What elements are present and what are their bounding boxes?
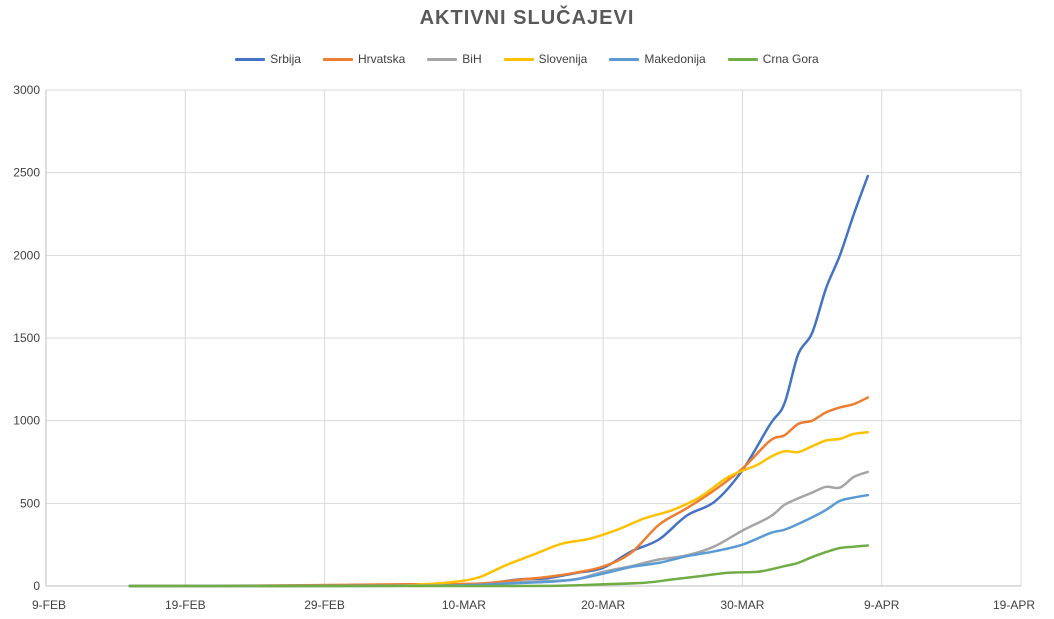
legend-item: BiH	[427, 52, 482, 66]
x-tick-label: 19-APR	[993, 598, 1035, 612]
legend-swatch	[427, 57, 458, 61]
series-line-slovenija	[128, 430, 870, 588]
y-tick-label: 2000	[13, 248, 40, 262]
axes: 0 500 1000 1500 2000 2500 3000 9-FEB 19-FEB 29-FE…	[13, 83, 1035, 612]
legend-swatch	[609, 57, 640, 61]
x-tick-label: 30-MAR	[720, 598, 764, 612]
x-tick-label: 19-FEB	[165, 598, 206, 612]
legend-item: Slovenija	[503, 52, 588, 66]
legend-label: BiH	[462, 52, 482, 66]
y-tick-label: 3000	[13, 83, 40, 97]
legend-label: Slovenija	[538, 52, 588, 66]
y-tick-label: 1500	[13, 331, 40, 345]
x-tick-label: 29-FEB	[304, 598, 345, 612]
series-line-hrvatska	[128, 396, 870, 588]
gridlines	[46, 89, 1022, 586]
legend-swatch	[503, 57, 534, 61]
legend-swatch	[322, 57, 353, 61]
data-series	[128, 174, 870, 588]
y-tick-label: 1000	[13, 414, 40, 428]
legend-swatch	[235, 57, 266, 61]
legend-label: Crna Gora	[762, 52, 819, 66]
legend-label: Makedonija	[644, 52, 706, 66]
legend-item: Hrvatska	[322, 52, 406, 66]
x-tick-label: 9-FEB	[32, 598, 66, 612]
chart-title: AKTIVNI SLUČAJEVI	[419, 7, 635, 29]
series-line-crna-gora	[128, 544, 870, 588]
legend-label: Srbija	[270, 52, 301, 66]
legend-label: Hrvatska	[357, 52, 406, 66]
chart-legend: Srbija Hrvatska BiH Slovenija Makedonija Crna…	[0, 52, 1054, 66]
legend-item: Crna Gora	[727, 52, 819, 66]
x-tick-label: 20-MAR	[581, 598, 625, 612]
y-tick-label: 0	[33, 579, 40, 593]
legend-swatch	[727, 57, 758, 61]
x-tick-label: 9-APR	[864, 598, 900, 612]
x-tick-label: 10-MAR	[442, 598, 486, 612]
y-tick-label: 2500	[13, 166, 40, 180]
legend-item: Srbija	[235, 52, 301, 66]
legend-item: Makedonija	[609, 52, 706, 66]
y-tick-label: 500	[20, 496, 40, 510]
